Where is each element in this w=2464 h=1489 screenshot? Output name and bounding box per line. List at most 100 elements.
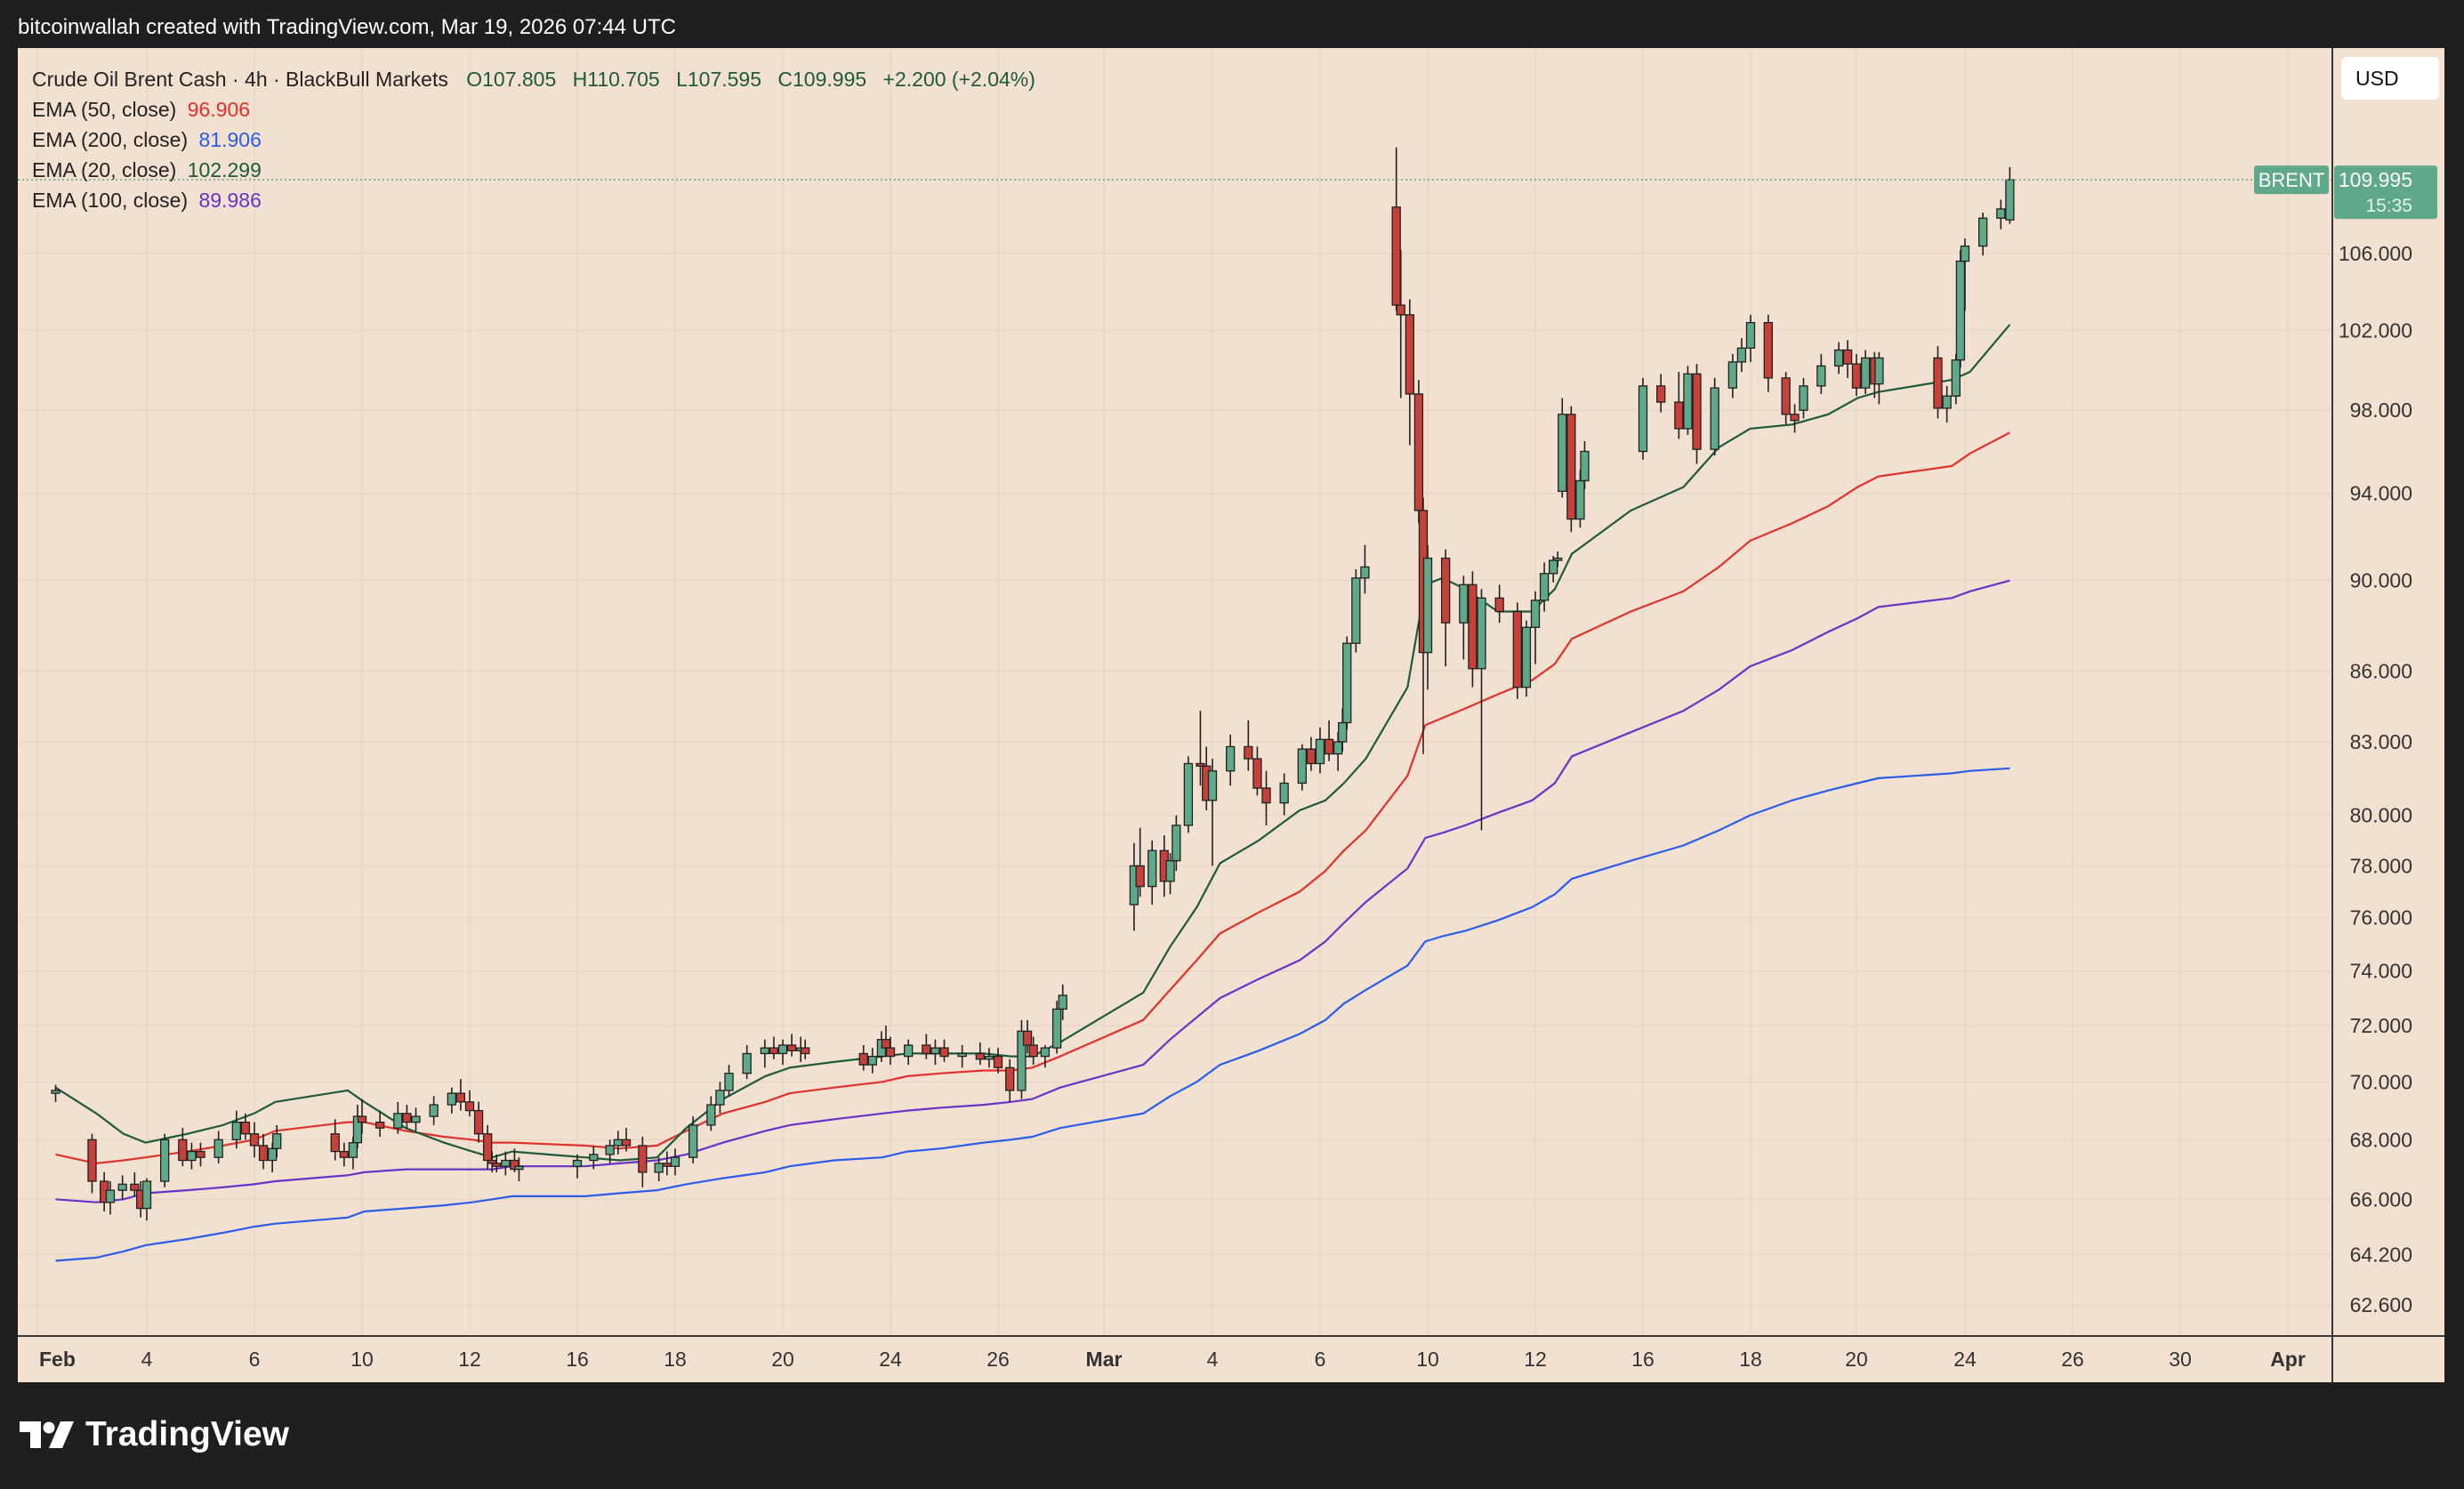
candle (984, 1048, 994, 1068)
price-tick-label: 78.000 (2350, 854, 2412, 877)
candle (1656, 374, 1666, 413)
tradingview-logo[interactable]: TradingView (20, 1414, 289, 1455)
candle (1955, 249, 1966, 368)
candle (258, 1133, 269, 1170)
candle-body-down (1692, 373, 1702, 450)
candle (1342, 636, 1352, 730)
candle-body-up (1477, 597, 1486, 670)
candle-body-up (429, 1104, 439, 1117)
candle (178, 1128, 188, 1167)
candle-body-up (51, 1090, 60, 1094)
candle-body-down (240, 1121, 251, 1135)
indicator-label[interactable]: EMA (20, close) (32, 158, 177, 181)
indicator-row-ema50[interactable]: EMA (50, close) 96.906 (32, 94, 1035, 125)
candle-body-up (1333, 741, 1343, 755)
candle-body-up (213, 1139, 223, 1158)
time-tick-label: 10 (350, 1348, 374, 1371)
candle-body-up (1207, 770, 1218, 801)
indicator-value: 102.299 (187, 158, 262, 181)
candle-body-up (1978, 217, 1988, 247)
candle-body-up (760, 1047, 769, 1055)
candle (447, 1087, 456, 1114)
candle-body-up (1147, 849, 1157, 888)
time-axis[interactable]: Feb 4 6 10 12 16 18 20 24 26 Mar 4 6 10 12 16 18 20 24 26 30… (39, 1348, 2306, 1371)
candle-body-down (1391, 206, 1401, 306)
time-tick-label: 4 (141, 1348, 153, 1371)
price-tick-label: 62.600 (2350, 1293, 2412, 1316)
candle (213, 1131, 223, 1163)
candle-body-up (867, 1055, 877, 1066)
candle (688, 1116, 698, 1163)
candle (357, 1099, 367, 1134)
candle (1022, 1019, 1033, 1054)
candle-body-up (1861, 357, 1871, 389)
price-chart[interactable]: 106.000 102.000 98.000 94.000 90.000 86.000 83… (18, 48, 2444, 1382)
candle-body-up (231, 1121, 241, 1140)
symbol-title[interactable]: Crude Oil Brent Cash · 4h · BlackBull Ma… (32, 68, 448, 91)
candle-body-up (1058, 994, 1067, 1010)
candle (1040, 1044, 1051, 1068)
indicator-row-ema200[interactable]: EMA (200, close) 81.906 (32, 125, 1035, 155)
candle-body-up (1553, 557, 1563, 561)
indicator-row-ema100[interactable]: EMA (100, close) 89.986 (32, 185, 1035, 215)
candle-body-up (1683, 373, 1693, 430)
candle-body-down (801, 1047, 810, 1055)
price-tick-label: 102.000 (2339, 318, 2412, 342)
candle-body-up (572, 1159, 583, 1167)
symbol-tag-label: BRENT (2259, 169, 2325, 191)
candle-body-down (1851, 363, 1862, 389)
candle-body-down (1324, 738, 1334, 755)
candle-body-up (1017, 1030, 1027, 1091)
candle-body-up (1338, 721, 1348, 743)
candle-body-down (402, 1113, 412, 1123)
candle-body-up (1521, 626, 1532, 688)
candle-body-down (993, 1055, 1003, 1068)
candle-body-down (483, 1133, 493, 1162)
time-tick-label: 18 (664, 1348, 687, 1371)
symbol-row[interactable]: Crude Oil Brent Cash · 4h · BlackBull Ma… (32, 64, 1035, 94)
candle (939, 1039, 949, 1062)
ema50-line (55, 431, 2010, 1165)
candle-body-up (348, 1141, 358, 1158)
candle (1851, 353, 1862, 397)
candles (51, 147, 2015, 1221)
candle (455, 1079, 466, 1111)
candle-body-down (1028, 1044, 1038, 1058)
time-tick-label: 16 (1631, 1348, 1655, 1371)
candle-body-up (984, 1055, 994, 1060)
candle-body-down (1022, 1030, 1033, 1046)
indicator-label[interactable]: EMA (50, close) (32, 98, 177, 121)
candle (501, 1151, 511, 1176)
candle-body-up (105, 1189, 116, 1203)
candle (87, 1133, 97, 1194)
last-price-tag: BRENT 109.995 15:35 (2254, 165, 2437, 220)
candle (1553, 551, 1563, 567)
price-axis[interactable]: 106.000 102.000 98.000 94.000 90.000 86.000 83… (2339, 242, 2412, 1316)
ohlc-close: C109.995 (777, 68, 867, 91)
candle-body-up (1422, 557, 1433, 654)
price-tick-label: 64.200 (2350, 1243, 2412, 1266)
candle-body-up (1874, 357, 1884, 385)
candle (1638, 377, 1648, 460)
candle (240, 1113, 251, 1140)
candle (352, 1105, 363, 1149)
time-tick-label: 6 (249, 1348, 261, 1371)
indicator-label[interactable]: EMA (200, close) (32, 128, 189, 151)
candle (1226, 734, 1236, 786)
candle (1494, 584, 1504, 624)
candle (1816, 353, 1826, 394)
chart-legend: Crude Oil Brent Cash · 4h · BlackBull Ma… (32, 64, 1035, 215)
time-tick-label: 26 (986, 1348, 1010, 1371)
currency-button[interactable]: USD (2341, 57, 2439, 100)
candle (1799, 377, 1808, 419)
ema100-line (55, 579, 2010, 1203)
candle (1183, 756, 1194, 833)
candle-body-down (621, 1139, 632, 1147)
candle (930, 1039, 940, 1066)
candle (1727, 353, 1737, 398)
chart-panel[interactable]: 106.000 102.000 98.000 94.000 90.000 86.000 83… (18, 48, 2444, 1382)
indicator-label[interactable]: EMA (100, close) (32, 189, 189, 212)
candle (1834, 342, 1844, 374)
indicator-row-ema20[interactable]: EMA (20, close) 102.299 (32, 155, 1035, 185)
candle-body-down (786, 1044, 797, 1051)
